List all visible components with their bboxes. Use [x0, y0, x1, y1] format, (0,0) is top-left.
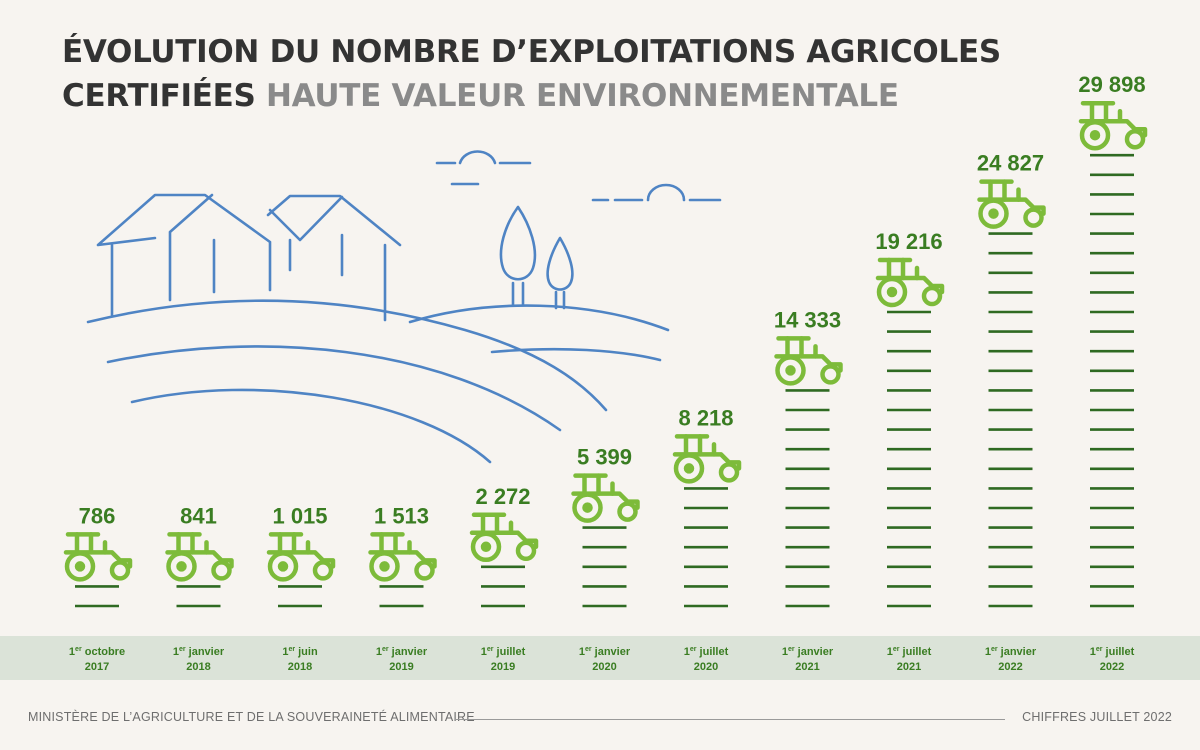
tractor-icon	[980, 182, 1044, 227]
bar-1	[176, 585, 221, 608]
x-tick-year: 2020	[694, 661, 718, 673]
bar-9	[988, 232, 1033, 608]
x-tick-year: 2019	[491, 661, 515, 673]
house-left	[96, 193, 272, 317]
x-tick-year: 2021	[795, 661, 819, 673]
bar-7	[785, 389, 830, 608]
x-tick-year: 2022	[998, 661, 1022, 673]
x-tick-label: 1er juillet	[481, 646, 526, 658]
x-tick-label: 1er janvier	[173, 646, 225, 658]
cloud-left	[435, 150, 532, 186]
x-tick-year: 2018	[288, 661, 312, 673]
tractor-icon	[472, 515, 536, 560]
bar-2	[278, 585, 322, 608]
footer-source: MINISTÈRE DE L’AGRICULTURE ET DE LA SOUV…	[28, 710, 475, 724]
bar-8	[887, 310, 931, 608]
x-tick-label: 1er juin	[282, 646, 318, 658]
value-label: 1 513	[374, 503, 429, 528]
tractor-icon	[371, 534, 435, 579]
tractor-icon	[878, 260, 942, 305]
bar-10	[1090, 153, 1134, 608]
value-label: 786	[79, 503, 116, 528]
x-tick-label: 1er janvier	[376, 646, 428, 658]
x-tick-year: 2019	[389, 661, 413, 673]
x-tick-label: 1er janvier	[579, 646, 631, 658]
cloud-right	[591, 183, 722, 202]
footer-date: CHIFFRES JUILLET 2022	[1022, 710, 1172, 724]
bar-0	[75, 585, 119, 608]
field-1	[106, 345, 562, 432]
x-tick-year: 2017	[85, 661, 109, 673]
x-tick-year: 2022	[1100, 661, 1124, 673]
bar-4	[481, 565, 525, 608]
value-label: 14 333	[774, 307, 841, 332]
x-tick-label: 1er juillet	[1090, 646, 1135, 658]
house-right	[266, 194, 402, 322]
title-line-2-accent: HAUTE VALEUR ENVIRONNEMENTALE	[265, 78, 899, 114]
bar-5	[582, 526, 627, 608]
hill-top	[408, 304, 670, 332]
title-line-1: ÉVOLUTION DU NOMBRE D’EXPLOITATIONS AGRI…	[62, 34, 1001, 70]
field-2	[130, 388, 492, 464]
footer-divider	[455, 719, 1005, 720]
tractor-icon	[269, 534, 333, 579]
chart-title: ÉVOLUTION DU NOMBRE D’EXPLOITATIONS AGRI…	[62, 30, 1001, 118]
tractor-icon	[777, 338, 841, 383]
title-line-2-dark: CERTIFIÉES	[62, 78, 256, 114]
value-label: 5 399	[577, 445, 632, 470]
tractor-icon	[1081, 103, 1145, 148]
hill-back	[490, 347, 662, 362]
x-tick-label: 1er juillet	[887, 646, 932, 658]
value-label: 19 216	[875, 229, 942, 254]
value-label: 24 827	[977, 151, 1044, 176]
axis-band	[0, 636, 1200, 680]
value-label: 1 015	[272, 503, 327, 528]
value-label: 2 272	[475, 484, 530, 509]
x-tick-year: 2020	[592, 661, 616, 673]
bar-3	[379, 585, 424, 608]
x-tick-label: 1er octobre	[69, 646, 125, 658]
value-label: 841	[180, 503, 217, 528]
tractor-icon	[574, 476, 638, 521]
x-tick-year: 2018	[186, 661, 210, 673]
value-label: 29 898	[1078, 72, 1145, 97]
value-label: 8 218	[678, 405, 733, 430]
bar-6	[684, 487, 728, 608]
x-tick-label: 1er juillet	[684, 646, 729, 658]
tree-large	[499, 205, 537, 307]
tractor-icon	[66, 534, 130, 579]
tractor-icon	[168, 534, 232, 579]
tractor-icon	[675, 436, 739, 481]
x-tick-label: 1er janvier	[985, 646, 1037, 658]
x-tick-year: 2021	[897, 661, 921, 673]
x-tick-label: 1er janvier	[782, 646, 834, 658]
